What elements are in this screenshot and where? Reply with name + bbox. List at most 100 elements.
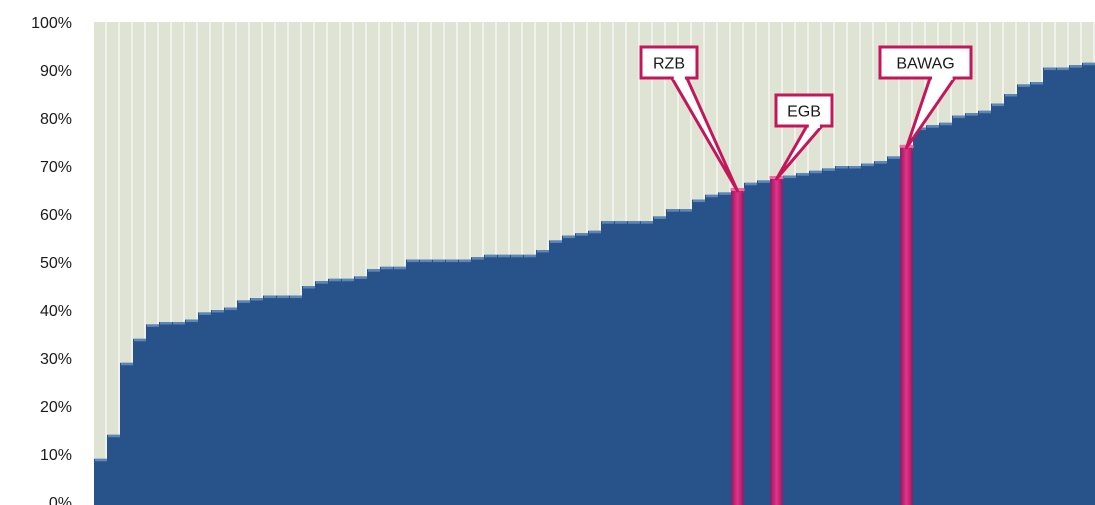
bar-top-bevel bbox=[485, 254, 497, 258]
bar bbox=[588, 230, 602, 505]
bar bbox=[1017, 84, 1031, 505]
bar bbox=[406, 259, 420, 505]
bar bbox=[393, 266, 407, 505]
callout-label-rzb: RZB bbox=[653, 56, 685, 73]
bar bbox=[328, 278, 342, 505]
bar-top-bevel bbox=[888, 156, 900, 159]
bar bbox=[445, 259, 459, 505]
bar bbox=[744, 182, 758, 505]
bar-top-bevel bbox=[693, 199, 705, 203]
bar bbox=[341, 278, 355, 505]
bar-top-bevel bbox=[511, 254, 523, 258]
bar bbox=[484, 254, 498, 505]
bar bbox=[302, 286, 316, 505]
bar-top-bevel bbox=[498, 254, 510, 258]
y-tick-label: 70% bbox=[40, 159, 72, 176]
bar bbox=[952, 115, 966, 505]
bar-top-bevel bbox=[953, 115, 965, 119]
callout-join bbox=[673, 76, 685, 80]
bar-top-bevel bbox=[160, 322, 172, 325]
bar-top-bevel bbox=[108, 434, 120, 438]
bar-top-bevel bbox=[758, 180, 770, 183]
bar-top-bevel bbox=[251, 298, 263, 301]
bar-top-bevel bbox=[550, 240, 562, 243]
bar bbox=[380, 266, 394, 505]
bar-top-bevel bbox=[303, 286, 315, 289]
bar-top-bevel bbox=[212, 310, 224, 313]
bar-top-bevel bbox=[95, 458, 107, 462]
bar bbox=[705, 194, 719, 505]
y-tick-label: 50% bbox=[40, 255, 72, 272]
bar bbox=[978, 110, 992, 505]
bar-top-bevel bbox=[706, 194, 718, 198]
bar bbox=[289, 295, 303, 505]
bar-top-bevel bbox=[1031, 82, 1043, 85]
bar bbox=[666, 209, 680, 505]
bar-top-bevel bbox=[433, 259, 445, 263]
y-tick-label: 100% bbox=[31, 15, 72, 32]
bar-top-bevel bbox=[524, 254, 536, 258]
y-tick-label: 80% bbox=[40, 111, 72, 128]
bar-top-bevel bbox=[667, 209, 679, 212]
bar bbox=[653, 216, 667, 505]
bar-top-bevel bbox=[1070, 65, 1082, 68]
bar-top-bevel bbox=[576, 233, 588, 236]
bar bbox=[926, 125, 940, 505]
bar bbox=[458, 259, 472, 505]
bar-top-bevel bbox=[615, 221, 627, 224]
bar bbox=[601, 221, 615, 505]
bar bbox=[224, 307, 238, 505]
y-tick-label: 30% bbox=[40, 351, 72, 368]
bar-top-bevel bbox=[641, 221, 653, 224]
bar-top-bevel bbox=[368, 269, 380, 272]
bar bbox=[809, 170, 823, 505]
bar bbox=[367, 269, 381, 505]
bar bbox=[94, 458, 108, 505]
bar-top-bevel bbox=[849, 166, 861, 169]
bar-top-bevel bbox=[121, 362, 133, 366]
bar-top-bevel bbox=[186, 319, 198, 323]
bar-top-bevel bbox=[1057, 67, 1069, 71]
bar bbox=[107, 434, 121, 505]
bar-top-bevel bbox=[602, 221, 614, 224]
bar bbox=[1069, 65, 1083, 505]
bar bbox=[1043, 67, 1057, 505]
bar-top-bevel bbox=[1005, 94, 1017, 97]
bar bbox=[1030, 82, 1044, 505]
bar bbox=[939, 122, 953, 505]
highlight-bar-rzb bbox=[731, 190, 744, 505]
bar bbox=[159, 322, 173, 505]
bar-top-bevel bbox=[316, 281, 328, 284]
highlight-bar-bawag bbox=[900, 146, 913, 505]
bar bbox=[1004, 94, 1018, 505]
bar-top-bevel bbox=[823, 168, 835, 171]
bar bbox=[172, 322, 186, 505]
bar-top-bevel bbox=[446, 259, 458, 263]
bar bbox=[640, 221, 654, 505]
bar-top-bevel bbox=[654, 216, 666, 219]
bar-top-bevel bbox=[173, 322, 185, 325]
bar bbox=[913, 127, 927, 505]
bar-top-bevel bbox=[459, 259, 471, 263]
callout-box-egb bbox=[774, 93, 834, 128]
bar-top-bevel bbox=[810, 170, 822, 174]
highlight-bars bbox=[730, 144, 914, 505]
bar bbox=[354, 276, 368, 505]
bar bbox=[185, 319, 199, 505]
bar bbox=[861, 163, 875, 505]
bar-top-bevel bbox=[134, 338, 146, 342]
bar-top-bevel bbox=[277, 295, 289, 299]
bar bbox=[315, 281, 329, 505]
bar bbox=[562, 235, 576, 505]
bar-top-bevel bbox=[290, 295, 302, 299]
callout-box-rzb bbox=[639, 45, 699, 80]
bar-top-bevel bbox=[940, 122, 952, 126]
bar-top-bevel bbox=[329, 278, 341, 282]
bar bbox=[848, 166, 862, 505]
callout-label-egb: EGB bbox=[787, 104, 821, 121]
bar bbox=[627, 221, 641, 505]
y-tick-label: 90% bbox=[40, 63, 72, 80]
bar-top-bevel bbox=[927, 125, 939, 128]
bar-top-bevel bbox=[225, 307, 237, 311]
